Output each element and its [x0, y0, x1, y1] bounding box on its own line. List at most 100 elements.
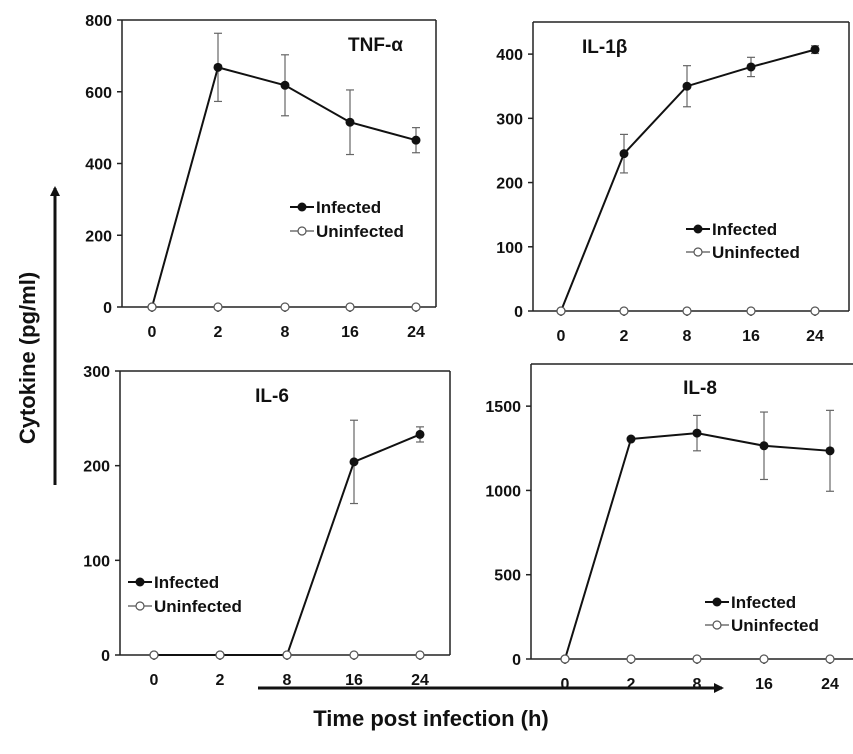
legend-marker-infected [135, 577, 145, 587]
data-point-uninfected [759, 654, 769, 664]
y-tick-label: 1500 [485, 399, 521, 416]
series-line-infected [154, 433, 421, 656]
data-point-uninfected [682, 306, 692, 316]
panel-title: IL-1β [582, 37, 627, 58]
y-tick-label: 0 [101, 648, 110, 665]
x-tick-label: 8 [693, 676, 702, 693]
legend-label-infected: Infected [731, 593, 796, 612]
legend-marker-infected [693, 224, 703, 234]
x-tick-label: 2 [214, 324, 223, 341]
x-tick-label: 16 [755, 676, 773, 693]
legend-label-infected: Infected [154, 573, 219, 592]
data-point-infected [411, 135, 421, 145]
data-point-uninfected [345, 302, 355, 312]
y-tick-label: 200 [496, 176, 523, 193]
x-tick-label: 16 [345, 672, 363, 689]
data-point-infected [415, 429, 425, 439]
y-tick-label: 1000 [485, 483, 521, 500]
y-tick-label: 100 [496, 240, 523, 257]
y-tick-label: 100 [83, 553, 110, 570]
data-point-uninfected [280, 302, 290, 312]
data-point-uninfected [825, 654, 835, 664]
panel-title: TNF-α [348, 35, 403, 56]
y-tick-label: 500 [494, 568, 521, 585]
y-tick-label: 300 [496, 111, 523, 128]
x-tick-label: 16 [742, 328, 760, 345]
y-tick-label: 200 [83, 459, 110, 476]
y-tick-label: 400 [85, 157, 112, 174]
data-point-uninfected [147, 302, 157, 312]
data-point-uninfected [619, 306, 629, 316]
data-point-uninfected [746, 306, 756, 316]
x-axis-label: Time post infection (h) [313, 706, 548, 731]
data-point-infected [213, 62, 223, 72]
legend-label-uninfected: Uninfected [712, 243, 800, 262]
data-point-uninfected [626, 654, 636, 664]
legend-label-uninfected: Uninfected [731, 616, 819, 635]
legend-marker-uninfected [712, 620, 722, 630]
legend-label-infected: Infected [316, 198, 381, 217]
x-tick-label: 2 [627, 676, 636, 693]
data-point-infected [692, 428, 702, 438]
data-point-infected [626, 434, 636, 444]
y-tick-label: 600 [85, 85, 112, 102]
legend-marker-infected [297, 202, 307, 212]
y-tick-label: 0 [514, 304, 523, 321]
x-tick-label: 16 [341, 324, 359, 341]
x-tick-label: 0 [561, 676, 570, 693]
y-tick-label: 200 [85, 228, 112, 245]
series-line-infected [151, 66, 417, 308]
data-point-infected [810, 45, 820, 55]
data-point-uninfected [411, 302, 421, 312]
chart-panel: 0 100 200 300 400 0 2 8 16 24 IL-1β Infected Uninfec… [496, 21, 850, 345]
y-tick-label: 800 [85, 13, 112, 30]
data-point-infected [619, 149, 629, 159]
data-point-infected [759, 441, 769, 451]
x-tick-label: 2 [216, 672, 225, 689]
x-tick-label: 8 [283, 672, 292, 689]
legend-marker-uninfected [135, 601, 145, 611]
data-point-uninfected [282, 650, 292, 660]
data-point-infected [280, 80, 290, 90]
x-tick-label: 24 [821, 676, 839, 693]
x-tick-label: 24 [806, 328, 824, 345]
data-point-infected [746, 62, 756, 72]
panel-title: IL-6 [255, 386, 289, 407]
data-point-uninfected [149, 650, 159, 660]
data-point-uninfected [810, 306, 820, 316]
x-tick-label: 0 [557, 328, 566, 345]
data-point-uninfected [213, 302, 223, 312]
y-tick-label: 0 [103, 300, 112, 317]
legend-label-infected: Infected [712, 220, 777, 239]
data-point-uninfected [215, 650, 225, 660]
chart-panel: 0 100 200 300 0 2 8 16 24 IL-6 Infected Uninfected [83, 364, 451, 689]
data-point-infected [349, 457, 359, 467]
x-tick-label: 2 [620, 328, 629, 345]
legend-marker-uninfected [297, 226, 307, 236]
legend-marker-infected [712, 597, 722, 607]
y-tick-label: 400 [496, 47, 523, 64]
x-tick-label: 8 [281, 324, 290, 341]
legend-label-uninfected: Uninfected [154, 597, 242, 616]
chart-panel: 0 200 400 600 800 0 2 8 16 24 TNF-α Infected Uninfec… [85, 13, 437, 341]
y-axis-label: Cytokine (pg/ml) [15, 272, 40, 444]
chart-panel: 0 500 1000 1500 0 2 8 16 24 IL-8 Infected Uninfecte… [485, 363, 853, 693]
data-point-infected [825, 446, 835, 456]
x-tick-label: 0 [150, 672, 159, 689]
data-point-uninfected [560, 654, 570, 664]
legend-label-uninfected: Uninfected [316, 222, 404, 241]
data-point-infected [682, 81, 692, 91]
x-tick-label: 8 [683, 328, 692, 345]
data-point-uninfected [349, 650, 359, 660]
data-point-uninfected [692, 654, 702, 664]
x-tick-label: 24 [411, 672, 429, 689]
legend-marker-uninfected [693, 247, 703, 257]
y-tick-label: 0 [512, 652, 521, 669]
data-point-uninfected [556, 306, 566, 316]
y-tick-label: 300 [83, 364, 110, 381]
panel-title: IL-8 [683, 378, 717, 399]
data-point-uninfected [415, 650, 425, 660]
x-tick-label: 24 [407, 324, 425, 341]
x-tick-label: 0 [148, 324, 157, 341]
